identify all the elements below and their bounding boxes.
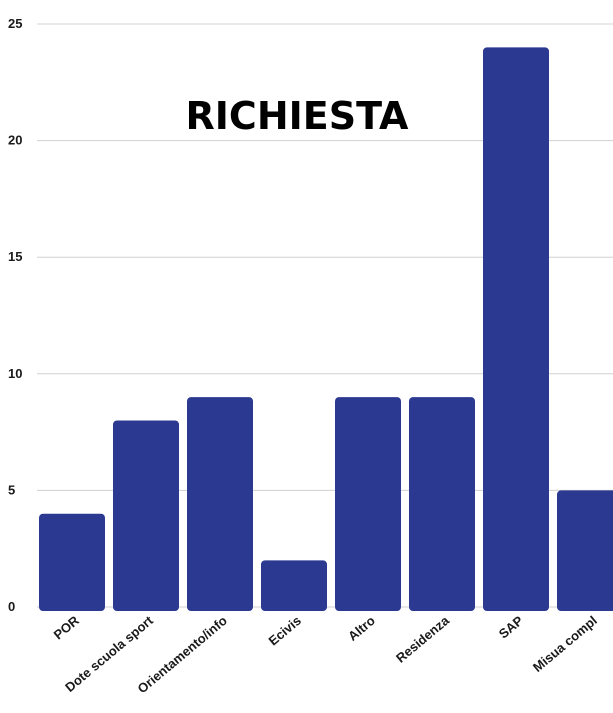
bar-por	[39, 513, 105, 611]
bar-residenza	[409, 397, 475, 611]
x-category-label: SAP	[496, 613, 526, 642]
chart-title: RICHIESTA	[186, 94, 410, 138]
bar-altro	[335, 397, 401, 611]
bar-ecivis	[261, 560, 327, 611]
x-category-label: POR	[51, 612, 83, 642]
bar-sap	[483, 47, 549, 611]
x-category-label: Ecivis	[265, 613, 303, 649]
y-axis-ticks: 0 5 10 15 20 25	[8, 16, 22, 614]
y-tick-label: 25	[8, 16, 22, 31]
x-category-label: Misua compl	[530, 613, 600, 675]
x-category-label: Altro	[345, 613, 378, 644]
y-tick-label: 5	[8, 482, 15, 497]
y-tick-label: 15	[8, 249, 22, 264]
y-tick-label: 0	[8, 599, 15, 614]
bar-orientamento-info	[187, 397, 253, 611]
bars	[39, 47, 613, 611]
bar-misua-compl	[557, 490, 613, 611]
y-tick-label: 20	[8, 133, 22, 148]
bar-dote-scuola-sport	[113, 420, 179, 611]
y-tick-label: 10	[8, 366, 22, 381]
x-category-label: Residenza	[393, 612, 452, 665]
